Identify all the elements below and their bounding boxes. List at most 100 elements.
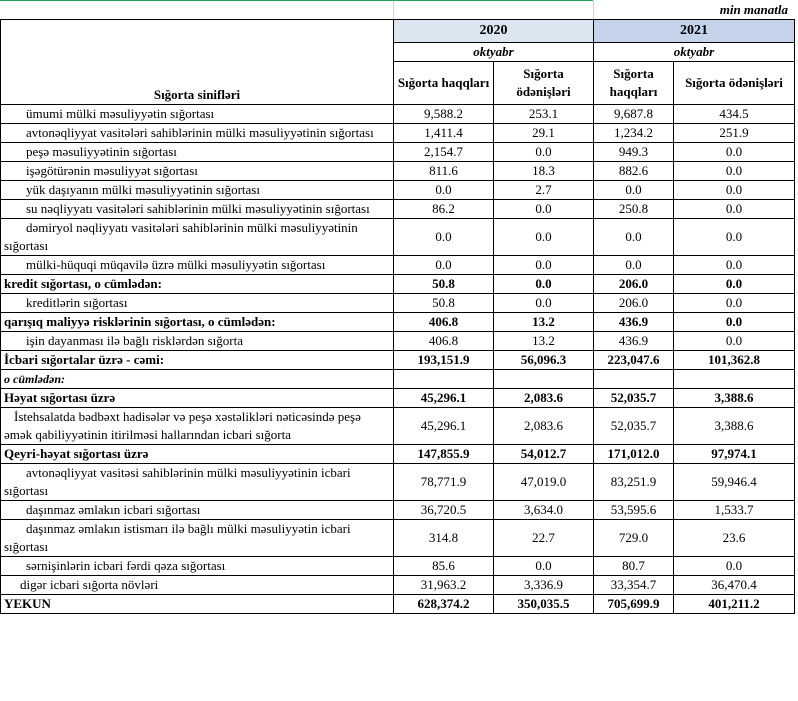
value-cell: 59,946.4 — [673, 463, 795, 501]
value-cell: 2.7 — [493, 180, 594, 200]
value-cell: 97,974.1 — [673, 444, 795, 464]
value-cell: 3,388.6 — [673, 407, 795, 445]
value-cell: 0.0 — [673, 274, 795, 294]
value-cell: 50.8 — [393, 293, 494, 313]
table-row: o cümlədən: — [0, 369, 795, 389]
value-cell: 0.0 — [673, 331, 795, 351]
value-cell: 0.0 — [493, 142, 594, 162]
value-cell: 0.0 — [493, 218, 594, 256]
value-cell: 882.6 — [593, 161, 674, 181]
value-cell: 9,687.8 — [593, 104, 674, 124]
value-cell: 2,083.6 — [493, 407, 594, 445]
row-label: Qeyri-həyat sığortası üzrə — [0, 444, 394, 464]
value-cell: 53,595.6 — [593, 500, 674, 520]
value-cell: 401,211.2 — [673, 594, 795, 614]
value-cell: 0.0 — [673, 218, 795, 256]
value-cell: 3,336.9 — [493, 575, 594, 595]
value-cell: 0.0 — [673, 142, 795, 162]
value-cell: 0.0 — [673, 312, 795, 332]
value-cell: 0.0 — [493, 274, 594, 294]
table-row: kreditlərin sığortası 50.8 0.0 206.0 0.0 — [0, 293, 795, 313]
row-label: digər icbari sığorta növləri — [0, 575, 394, 595]
value-cell: 436.9 — [593, 331, 674, 351]
sheet-top: min manatla — [0, 0, 788, 19]
value-cell: 54,012.7 — [493, 444, 594, 464]
value-cell: 811.6 — [393, 161, 494, 181]
row-label: ümumi mülki məsuliyyətin sığortası — [0, 104, 394, 124]
value-cell: 253.1 — [493, 104, 594, 124]
value-cell: 47,019.0 — [493, 463, 594, 501]
row-label: işin dayanması ilə bağlı risklərdən sığo… — [0, 331, 394, 351]
column-header: Sığorta ödənişləri — [493, 61, 594, 105]
value-cell: 80.7 — [593, 556, 674, 576]
table-row: İstehsalatda bədbəxt hadisələr və peşə x… — [0, 407, 795, 445]
row-label: qarışıq maliyyə risklərinin sığortası, o… — [0, 312, 394, 332]
value-cell: 0.0 — [493, 556, 594, 576]
value-cell: 0.0 — [393, 255, 494, 275]
value-cell: 0.0 — [493, 255, 594, 275]
row-label: kredit sığortası, o cümlədən: — [0, 274, 394, 294]
row-label: dəmiryol nəqliyyatı vasitələri sahibləri… — [0, 218, 394, 256]
row-label: kreditlərin sığortası — [0, 293, 394, 313]
value-cell: 18.3 — [493, 161, 594, 181]
table-row: Həyat sığortası üzrə 45,296.1 2,083.6 52,03… — [0, 388, 795, 408]
empty-cell — [673, 369, 795, 389]
value-cell: 1,411.4 — [393, 123, 494, 143]
value-cell: 78,771.9 — [393, 463, 494, 501]
value-cell: 52,035.7 — [593, 407, 674, 445]
row-label: daşınmaz əmlakın istismarı ilə bağlı mül… — [0, 519, 394, 557]
value-cell: 350,035.5 — [493, 594, 594, 614]
value-cell: 406.8 — [393, 331, 494, 351]
month-header: oktyabr — [393, 42, 594, 62]
year-header: 2021 — [593, 19, 795, 43]
value-cell: 436.9 — [593, 312, 674, 332]
value-cell: 36,470.4 — [673, 575, 795, 595]
row-label: mülki-hüquqi müqavilə üzrə mülki məsuliy… — [0, 255, 394, 275]
row-label: avtonəqliyyat vasitələri sahiblərinin mü… — [0, 123, 394, 143]
value-cell: 0.0 — [393, 218, 494, 256]
value-cell: 2,083.6 — [493, 388, 594, 408]
value-cell: 206.0 — [593, 274, 674, 294]
row-label: peşə məsuliyyətinin sığortası — [0, 142, 394, 162]
table-row: daşınmaz əmlakın istismarı ilə bağlı mül… — [0, 519, 795, 557]
value-cell: 434.5 — [673, 104, 795, 124]
value-cell: 193,151.9 — [393, 350, 494, 370]
value-cell: 0.0 — [493, 293, 594, 313]
row-label: yük daşıyanın mülki məsuliyyətinin sığor… — [0, 180, 394, 200]
value-cell: 83,251.9 — [593, 463, 674, 501]
table-row: sərnişinlərin icbari fərdi qəza sığortas… — [0, 556, 795, 576]
table-row: mülki-hüquqi müqavilə üzrə mülki məsuliy… — [0, 255, 795, 275]
empty-cell — [593, 369, 674, 389]
value-cell: 0.0 — [673, 161, 795, 181]
column-header: Sığorta haqqları — [393, 61, 494, 105]
value-cell: 13.2 — [493, 331, 594, 351]
value-cell: 147,855.9 — [393, 444, 494, 464]
value-cell: 705,699.9 — [593, 594, 674, 614]
value-cell: 45,296.1 — [393, 407, 494, 445]
value-cell: 0.0 — [493, 199, 594, 219]
row-label: su nəqliyyatı vasitələri sahiblərinin mü… — [0, 199, 394, 219]
row-label: avtonəqliyyat vasitəsi sahiblərinin mülk… — [0, 463, 394, 501]
value-cell: 0.0 — [393, 180, 494, 200]
value-cell: 0.0 — [673, 293, 795, 313]
value-cell: 52,035.7 — [593, 388, 674, 408]
column-header: Sığorta ödənişləri — [673, 61, 795, 105]
value-cell: 33,354.7 — [593, 575, 674, 595]
table-body: ümumi mülki məsuliyyətin sığortası 9,588.… — [0, 104, 795, 614]
month-header: oktyabr — [593, 42, 795, 62]
value-cell: 0.0 — [673, 180, 795, 200]
value-cell: 13.2 — [493, 312, 594, 332]
table-row: Qeyri-həyat sığortası üzrə 147,855.9 54,01… — [0, 444, 795, 464]
table-row: digər icbari sığorta növləri 31,963.2 3,33… — [0, 575, 795, 595]
table-row: avtonəqliyyat vasitəsi sahiblərinin mülk… — [0, 463, 795, 501]
value-cell: 45,296.1 — [393, 388, 494, 408]
value-cell: 31,963.2 — [393, 575, 494, 595]
empty-cell — [393, 369, 494, 389]
row-label: İstehsalatda bədbəxt hadisələr və peşə x… — [0, 407, 394, 445]
value-cell: 949.3 — [593, 142, 674, 162]
value-cell: 3,388.6 — [673, 388, 795, 408]
value-cell: 171,012.0 — [593, 444, 674, 464]
value-cell: 0.0 — [593, 180, 674, 200]
value-cell: 729.0 — [593, 519, 674, 557]
value-cell: 206.0 — [593, 293, 674, 313]
